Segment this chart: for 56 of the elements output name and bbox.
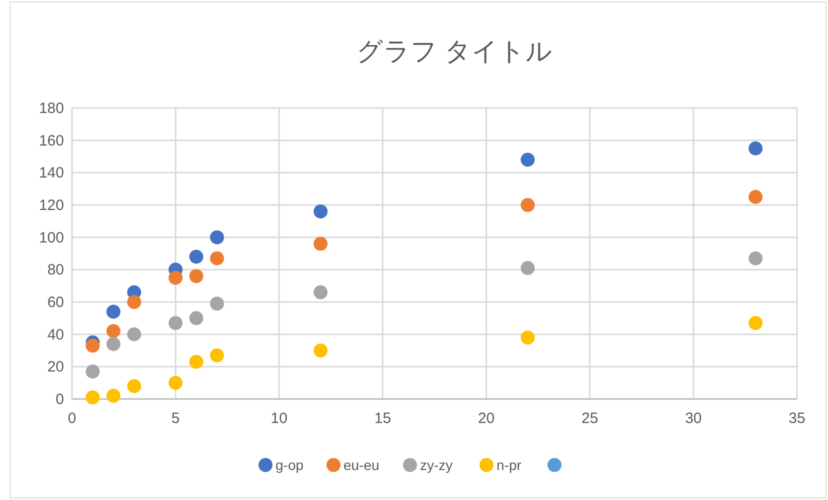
point [210, 348, 224, 362]
y-tick-label: 0 [56, 391, 64, 408]
point [86, 364, 100, 379]
y-tick-label: 180 [38, 100, 64, 117]
x-tick-label: 0 [68, 410, 76, 427]
x-tick-label: 30 [685, 410, 702, 427]
point [520, 198, 535, 212]
point [314, 204, 328, 218]
point [127, 295, 142, 309]
x-tick-label: 10 [270, 410, 288, 427]
legend-label: n-pr [496, 457, 522, 473]
y-tick-label: 120 [38, 197, 64, 214]
x-tick-label: 25 [582, 410, 598, 427]
point [106, 304, 120, 319]
y-tick-label: 160 [38, 132, 64, 150]
point [748, 251, 763, 266]
point [748, 190, 763, 204]
legend-label: zy-zy [420, 457, 453, 473]
y-tick-label: 20 [47, 358, 64, 376]
legend-label: g-op [276, 457, 304, 473]
chart-title: グラフ タイトル [356, 36, 553, 66]
y-tick-label: 140 [38, 164, 64, 182]
point [106, 388, 120, 403]
point [210, 296, 224, 311]
x-tick-label: 5 [171, 410, 180, 427]
point [314, 285, 328, 300]
point [127, 379, 142, 394]
point [168, 376, 183, 390]
point [189, 269, 204, 284]
point [189, 250, 204, 264]
point [520, 330, 535, 345]
point [168, 270, 183, 285]
point [189, 354, 204, 369]
point [106, 324, 120, 338]
point [748, 316, 763, 330]
point [189, 311, 204, 326]
legend-label: eu-eu [344, 457, 380, 473]
x-tick-label: 35 [788, 410, 806, 427]
point [314, 236, 328, 251]
point [86, 390, 100, 404]
y-tick-label: 60 [47, 294, 64, 311]
point [210, 251, 224, 266]
point [106, 337, 120, 352]
point [210, 230, 224, 244]
x-tick-label: 15 [374, 410, 392, 427]
point [748, 141, 763, 156]
y-tick-label: 100 [38, 229, 64, 246]
point [520, 152, 535, 167]
y-tick-label: 40 [47, 326, 64, 344]
point [520, 261, 535, 276]
x-tick-label: 20 [478, 410, 495, 427]
point [127, 327, 142, 342]
point [314, 344, 328, 358]
point [86, 338, 100, 353]
point [168, 316, 183, 330]
y-tick-label: 80 [47, 262, 64, 279]
